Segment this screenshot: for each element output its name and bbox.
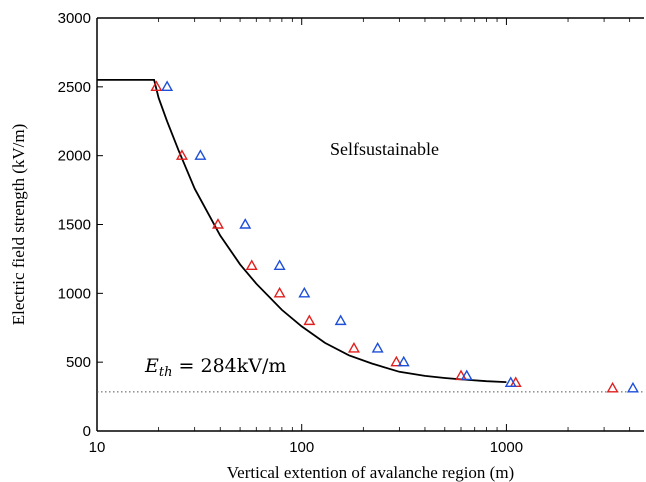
triangle-marker	[509, 376, 522, 388]
triangle-marker	[626, 381, 639, 393]
triangle-marker	[298, 286, 311, 298]
axis-labels: Vertical extention of avalanche region (…	[9, 124, 514, 482]
y-tick-label: 0	[83, 423, 91, 440]
y-axis-label: Electric field strength (kV/m)	[9, 124, 28, 326]
axis-ticks: 0 500 1000 1500 2000 2500 3000 10 100 1000	[58, 10, 631, 456]
triangle-marker	[390, 355, 403, 367]
x-tick-label: 1000	[490, 439, 523, 456]
y-tick-label: 2000	[58, 148, 91, 165]
y-tick-label: 1000	[58, 285, 91, 302]
fit-curve	[97, 79, 507, 383]
triangle-marker	[347, 341, 360, 353]
triangle-marker	[455, 369, 468, 381]
data-markers	[150, 80, 639, 393]
triangle-marker	[150, 80, 163, 92]
triangle-marker	[606, 381, 619, 393]
triangle-marker	[211, 218, 224, 229]
y-tick-label: 3000	[58, 10, 91, 27]
triangle-marker	[273, 286, 286, 298]
triangle-marker	[239, 218, 252, 229]
triangle-marker	[245, 259, 258, 270]
triangle-marker	[371, 341, 384, 353]
x-tick-label: 10	[89, 439, 106, 456]
threshold-annotation: Eth = 284kV/m	[144, 355, 286, 380]
triangle-marker	[194, 149, 207, 160]
triangle-marker	[273, 259, 286, 270]
y-tick-label: 2500	[58, 79, 91, 96]
fit-curve-line	[97, 79, 507, 383]
triangle-marker	[504, 376, 517, 388]
triangle-marker	[397, 355, 410, 367]
x-axis-label: Vertical extention of avalanche region (…	[227, 463, 514, 482]
triangle-marker	[161, 80, 174, 92]
y-tick-label: 1500	[58, 217, 91, 234]
triangle-marker	[460, 369, 473, 381]
x-tick-label: 100	[289, 439, 314, 456]
y-tick-label: 500	[66, 354, 91, 371]
region-annotation: Selfsustainable	[330, 139, 439, 159]
triangle-marker	[175, 149, 188, 160]
triangle-marker	[334, 314, 347, 326]
triangle-marker	[303, 314, 316, 326]
